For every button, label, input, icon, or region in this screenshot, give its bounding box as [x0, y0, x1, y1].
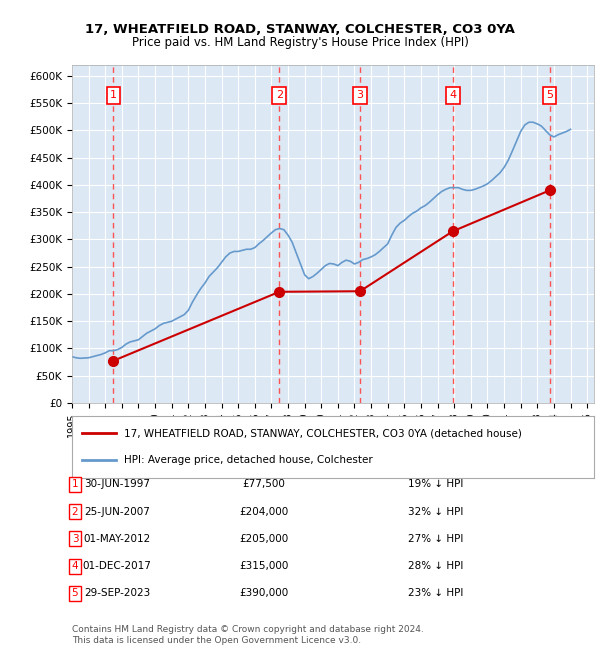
Text: 4: 4: [71, 561, 79, 571]
Text: 29-SEP-2023: 29-SEP-2023: [84, 588, 150, 599]
Text: 01-DEC-2017: 01-DEC-2017: [83, 561, 151, 571]
Text: 32% ↓ HPI: 32% ↓ HPI: [408, 506, 463, 517]
Text: 4: 4: [449, 90, 457, 100]
Text: 2: 2: [276, 90, 283, 100]
Text: £205,000: £205,000: [239, 534, 289, 544]
Text: 2: 2: [71, 506, 79, 517]
Text: 5: 5: [71, 588, 79, 599]
Text: £204,000: £204,000: [239, 506, 289, 517]
Text: Contains HM Land Registry data © Crown copyright and database right 2024.
This d: Contains HM Land Registry data © Crown c…: [72, 625, 424, 645]
Text: 23% ↓ HPI: 23% ↓ HPI: [408, 588, 463, 599]
Text: 3: 3: [356, 90, 364, 100]
Text: 5: 5: [546, 90, 553, 100]
Text: 01-MAY-2012: 01-MAY-2012: [83, 534, 151, 544]
Text: 1: 1: [71, 479, 79, 489]
Text: 3: 3: [71, 534, 79, 544]
Text: 25-JUN-2007: 25-JUN-2007: [84, 506, 150, 517]
Text: Price paid vs. HM Land Registry's House Price Index (HPI): Price paid vs. HM Land Registry's House …: [131, 36, 469, 49]
Text: 27% ↓ HPI: 27% ↓ HPI: [408, 534, 463, 544]
Text: £77,500: £77,500: [242, 479, 286, 489]
Text: 1: 1: [110, 90, 117, 100]
Text: £390,000: £390,000: [239, 588, 289, 599]
Text: 28% ↓ HPI: 28% ↓ HPI: [408, 561, 463, 571]
Text: £315,000: £315,000: [239, 561, 289, 571]
Text: 30-JUN-1997: 30-JUN-1997: [84, 479, 150, 489]
Text: 19% ↓ HPI: 19% ↓ HPI: [408, 479, 463, 489]
Text: 17, WHEATFIELD ROAD, STANWAY, COLCHESTER, CO3 0YA: 17, WHEATFIELD ROAD, STANWAY, COLCHESTER…: [85, 23, 515, 36]
Text: HPI: Average price, detached house, Colchester: HPI: Average price, detached house, Colc…: [124, 456, 373, 465]
Text: 17, WHEATFIELD ROAD, STANWAY, COLCHESTER, CO3 0YA (detached house): 17, WHEATFIELD ROAD, STANWAY, COLCHESTER…: [124, 428, 522, 438]
